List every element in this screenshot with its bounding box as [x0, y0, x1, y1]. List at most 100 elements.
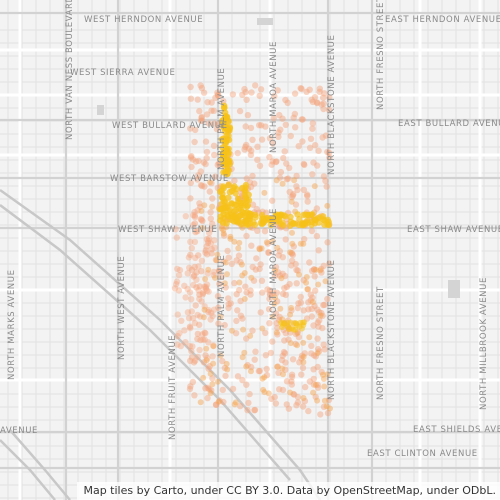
heat-point	[296, 271, 302, 278]
heat-point	[185, 254, 193, 261]
heat-point	[213, 125, 221, 133]
heat-point	[196, 291, 203, 298]
heat-point	[202, 283, 210, 291]
heat-point	[285, 326, 292, 333]
heat-point	[202, 160, 209, 168]
heat-point	[210, 360, 217, 367]
heat-point	[294, 322, 300, 329]
heat-point	[236, 286, 243, 294]
heat-point	[262, 123, 269, 130]
heat-point	[244, 111, 252, 119]
heat-point	[299, 403, 307, 410]
heat-point	[219, 357, 226, 365]
heat-point	[272, 294, 278, 301]
heat-point	[243, 232, 250, 240]
heat-point	[284, 99, 291, 107]
heat-point	[324, 409, 332, 417]
label-west-herndon: WEST HERNDON AVENUE	[84, 15, 203, 25]
heat-point	[198, 117, 205, 124]
building-blocks	[97, 18, 460, 298]
heat-point	[182, 294, 189, 301]
label-east-bullard: EAST BULLARD AVENUE	[398, 119, 500, 129]
heat-point	[249, 327, 256, 334]
heat-point	[208, 180, 215, 187]
heat-point	[209, 353, 216, 360]
heat-point	[204, 99, 211, 106]
heat-point	[257, 309, 264, 316]
heat-point	[279, 290, 287, 297]
heat-point	[287, 132, 294, 140]
heat-point	[200, 314, 207, 321]
heat-point	[227, 200, 235, 207]
heat-point	[203, 243, 210, 250]
heat-point	[247, 151, 255, 158]
heat-point	[300, 395, 307, 401]
label-west-barstow: WEST BARSTOW AVENUE	[110, 174, 229, 184]
heat-point	[296, 359, 303, 366]
heatmap-layer	[171, 82, 333, 418]
heat-point	[292, 201, 300, 208]
heat-point	[187, 179, 194, 187]
heat-point	[242, 143, 249, 151]
heat-point	[215, 92, 222, 99]
heat-point	[222, 109, 229, 116]
heat-point	[199, 217, 206, 225]
heat-point	[227, 235, 234, 242]
heat-point	[191, 272, 198, 279]
heat-point	[306, 259, 313, 266]
heat-point	[176, 266, 184, 274]
heat-point	[192, 357, 199, 364]
heat-point	[225, 167, 232, 174]
heat-point	[271, 300, 278, 307]
heat-point	[241, 349, 248, 356]
heat-point	[274, 363, 281, 370]
heat-point	[251, 406, 259, 414]
heat-point	[314, 319, 321, 326]
heat-point	[261, 189, 268, 196]
heat-point	[201, 336, 208, 343]
heat-point	[286, 280, 293, 288]
heat-point	[271, 272, 279, 279]
heat-point	[219, 219, 227, 226]
heat-point	[243, 363, 250, 370]
heat-point	[188, 296, 195, 303]
heat-point	[225, 117, 232, 124]
heat-point	[189, 343, 196, 350]
heat-point	[321, 397, 328, 404]
heat-point	[269, 238, 276, 245]
label-east-shaw: EAST SHAW AVENUE	[407, 225, 500, 235]
heat-point	[311, 302, 318, 310]
heat-point	[269, 338, 276, 345]
heat-point	[302, 383, 309, 391]
heat-point	[308, 350, 315, 357]
heat-point	[301, 397, 309, 405]
heat-point	[265, 249, 272, 257]
heat-point	[319, 324, 326, 332]
heat-point	[304, 192, 311, 200]
heat-point	[210, 142, 218, 149]
heat-point	[188, 153, 195, 160]
heat-point	[186, 264, 193, 271]
heat-point	[272, 310, 280, 317]
heat-point	[250, 277, 258, 284]
heat-point	[276, 272, 284, 279]
heat-point	[174, 333, 181, 340]
heat-point	[324, 371, 331, 378]
heat-point	[204, 394, 211, 402]
heat-point	[300, 240, 307, 247]
heat-point	[209, 203, 216, 210]
map-attribution[interactable]: Map tiles by Carto, under CC BY 3.0. Dat…	[77, 482, 500, 500]
heat-point	[248, 89, 255, 96]
heat-point	[231, 238, 238, 245]
heat-point	[187, 238, 194, 245]
heat-point	[205, 120, 213, 127]
label-north-fruit: NORTH FRUIT AVENUE	[168, 335, 178, 440]
heat-point	[292, 260, 299, 268]
heat-point	[187, 95, 195, 102]
heat-point	[214, 161, 221, 169]
heat-point	[319, 134, 326, 141]
heat-point	[319, 312, 326, 320]
heat-point	[184, 270, 191, 277]
